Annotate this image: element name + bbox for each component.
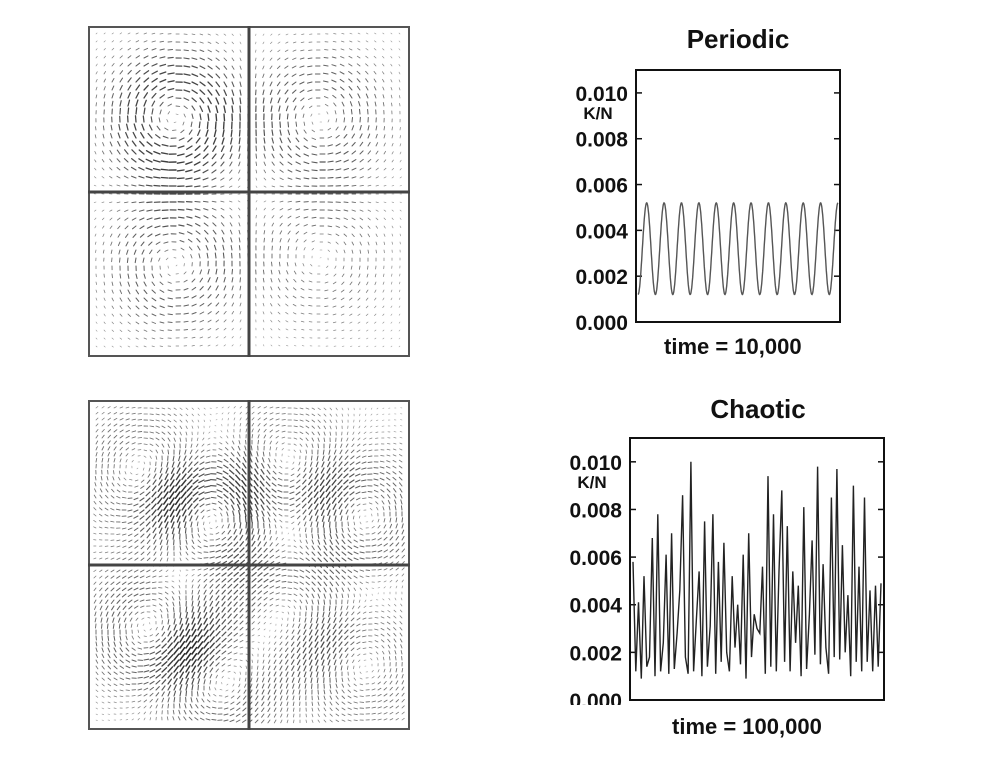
series-line: [632, 461, 882, 679]
y-tick-label: 0.000: [575, 312, 628, 330]
y-tick-label: 0.002: [569, 642, 622, 665]
y-tick-label: 0.010: [569, 452, 622, 475]
y-tick-label: 0.010: [575, 83, 628, 106]
chaotic-chart-title: Chaotic: [710, 394, 806, 424]
y-tick-label: 0.008: [575, 129, 628, 152]
series-line: [637, 201, 839, 296]
y-tick-label: 0.004: [569, 595, 622, 618]
periodic-chart-title: Periodic: [686, 24, 790, 54]
y-tick-label: 0.008: [569, 499, 622, 522]
y-axis-label: K/N: [583, 104, 612, 123]
y-tick-label: 0.006: [569, 547, 622, 570]
y-tick-label: 0.000: [569, 690, 622, 705]
periodic-vector-field-image: [88, 26, 410, 357]
chaotic-chart: 0.000 0.002 0.004 0.006 0.008 0.010 K/N: [548, 430, 893, 713]
periodic-chart: 0.000 0.002 0.004 0.006 0.008 0.010 K/N: [548, 60, 848, 335]
chaotic-vector-field-image: [88, 400, 410, 730]
plot-frame: [635, 69, 841, 323]
chaotic-x-axis-label: time = 100,000: [672, 714, 822, 739]
periodic-x-axis-label: time = 10,000: [664, 334, 802, 359]
y-axis-label: K/N: [577, 473, 606, 492]
y-tick-label: 0.004: [575, 220, 628, 243]
plot-frame: [629, 437, 885, 701]
y-tick-label: 0.006: [575, 175, 628, 198]
y-tick-label: 0.002: [575, 266, 628, 289]
